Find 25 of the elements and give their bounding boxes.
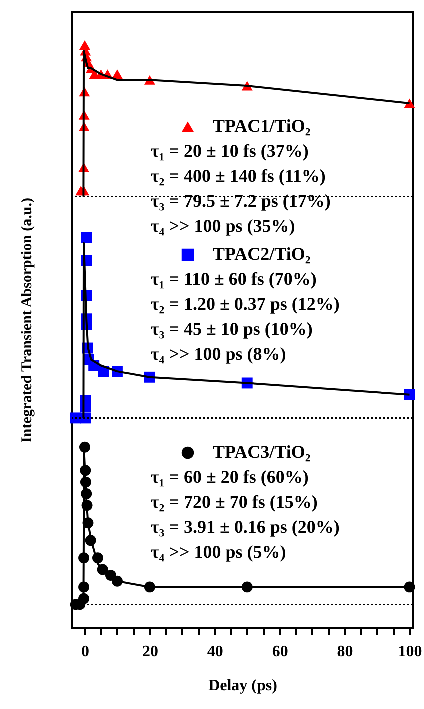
- annotation: τ₁ = 20 ± 10 fs (37%): [151, 141, 309, 161]
- legend-label: TPAC3/TiO₂: [213, 442, 311, 462]
- x-tick-label: 40: [207, 644, 224, 660]
- annotation: τ₂ = 1.20 ± 0.37 ps (12%): [151, 294, 340, 314]
- annotation: τ₃ = 3.91 ± 0.16 ps (20%): [151, 517, 340, 537]
- annotation: τ₂ = 720 ± 70 fs (15%): [151, 492, 318, 512]
- point: [112, 70, 123, 80]
- annotation: τ₁ = 60 ± 20 fs (60%): [151, 467, 309, 487]
- x-tick-label: 80: [337, 644, 354, 660]
- annotation: τ₃ = 45 ± 10 ps (10%): [151, 319, 313, 339]
- y-axis-title: Integrated Transient Absorption (a.u.): [20, 198, 36, 443]
- x-tick-label: 100: [398, 644, 422, 660]
- point: [80, 442, 90, 453]
- point: [81, 232, 92, 244]
- annotation: τ₄ >> 100 ps (5%): [151, 542, 286, 562]
- annotation: τ₂ = 400 ± 140 fs (11%): [151, 166, 326, 186]
- x-tick-label: 0: [81, 644, 90, 660]
- x-tick-label: 20: [142, 644, 158, 660]
- legend-label: TPAC1/TiO₂: [213, 116, 311, 136]
- annotation: τ₄ >> 100 ps (8%): [151, 344, 286, 364]
- x-axis-title: Delay (ps): [208, 678, 278, 694]
- annotation: τ₁ = 110 ± 60 fs (70%): [151, 269, 317, 289]
- x-tick-label: 60: [272, 644, 288, 660]
- legend-label: TPAC2/TiO₂: [213, 244, 311, 264]
- annotation: τ₄ >> 100 ps (35%): [151, 216, 296, 236]
